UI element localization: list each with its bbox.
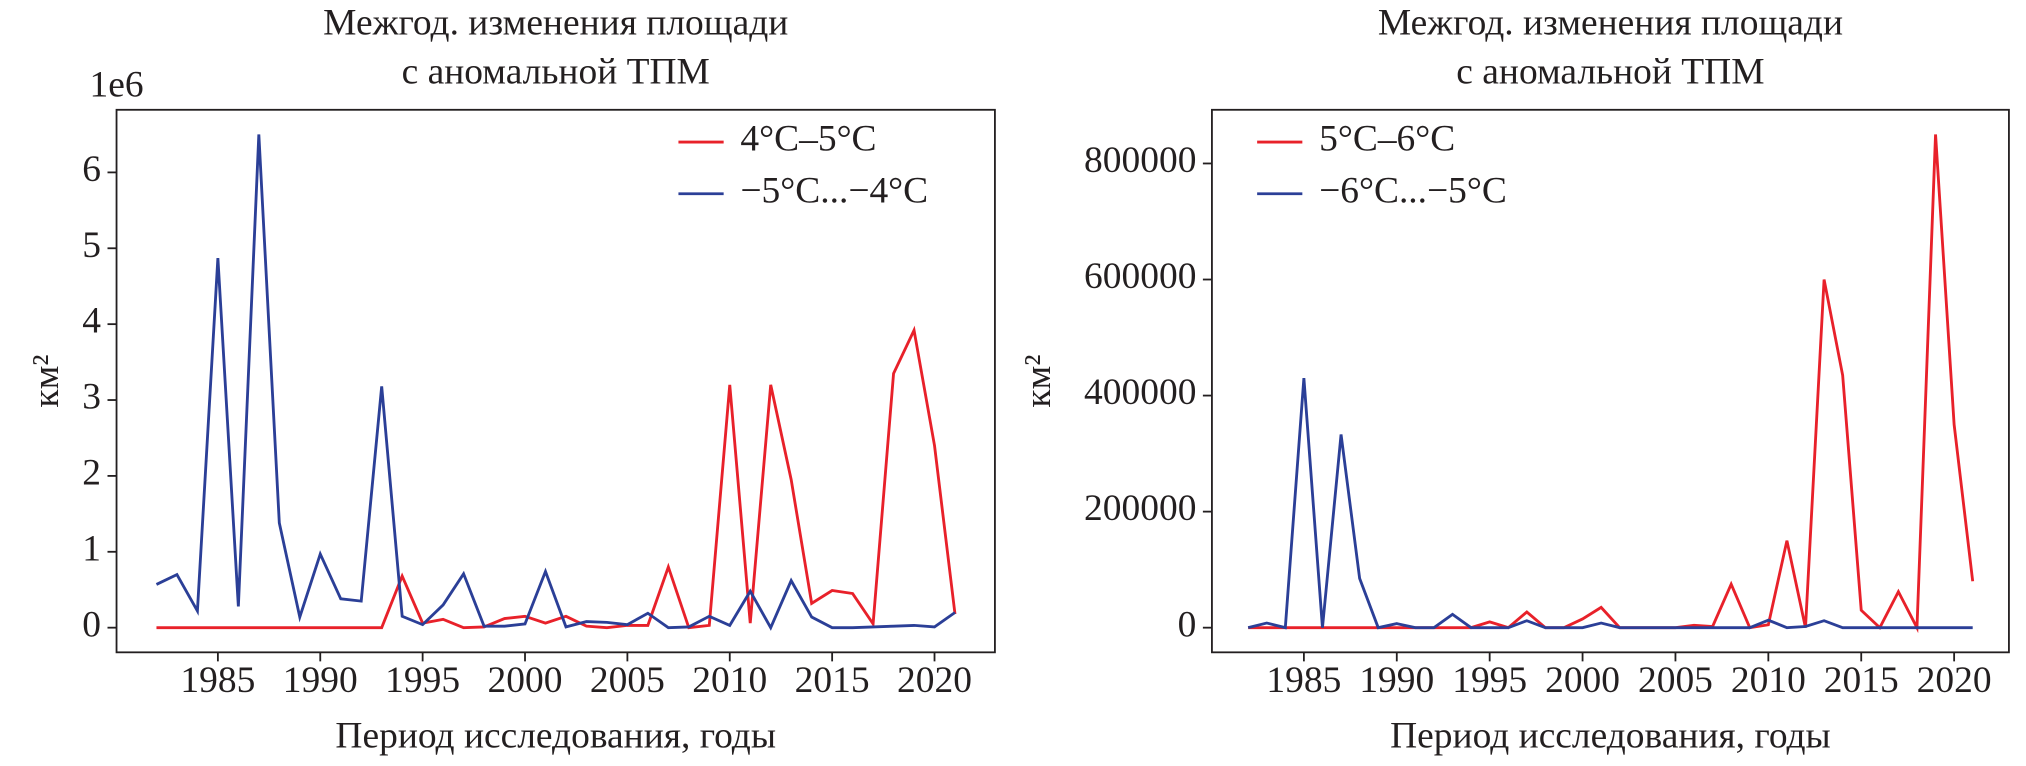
x-axis-label: Период исследования, годы: [1390, 715, 1831, 756]
y-axis-label: км²: [1018, 354, 1059, 407]
x-tick-label: 1995: [1452, 660, 1527, 701]
offset-text: 1e6: [89, 64, 143, 105]
series-line: [156, 325, 957, 630]
y-tick-label: 1: [82, 528, 101, 569]
chart-title: с аномальной ТПМ: [402, 52, 710, 93]
y-tick-label: 3: [82, 377, 101, 418]
plot-frame: [1211, 108, 2010, 654]
y-tick-label: 2: [82, 453, 101, 494]
y-tick-label: 5: [82, 225, 101, 266]
y-tick-label: 0: [1178, 604, 1197, 645]
x-tick-label: 2020: [897, 660, 972, 701]
y-tick-label: 800000: [1084, 140, 1196, 181]
chart-title: Межгод. изменения площади: [323, 2, 788, 43]
y-axis-label: км²: [26, 354, 67, 407]
x-tick-label: 2020: [1917, 660, 1992, 701]
series-line: [1247, 378, 1973, 630]
x-axis-label: Период исследования, годы: [335, 715, 776, 756]
x-tick-label: 2005: [1638, 660, 1713, 701]
y-tick-label: 6: [82, 149, 101, 190]
x-tick-label: 2000: [488, 660, 563, 701]
y-tick-label: 4: [82, 301, 101, 342]
chart-title: с аномальной ТПМ: [1456, 52, 1764, 93]
series-line: [155, 134, 956, 631]
x-tick-label: 1990: [283, 660, 358, 701]
x-tick-label: 2015: [795, 660, 870, 701]
x-tick-label: 1995: [385, 660, 460, 701]
legend-label: −5°C...−4°C: [740, 170, 928, 211]
x-tick-label: 2005: [590, 660, 665, 701]
y-tick-label: 600000: [1084, 256, 1196, 297]
series-line: [1248, 134, 1975, 634]
x-tick-label: 2010: [692, 660, 767, 701]
legend-label: −6°C...−5°C: [1319, 170, 1507, 211]
x-tick-label: 2015: [1824, 660, 1899, 701]
x-tick-label: 2000: [1545, 660, 1620, 701]
legend-label: 5°C–6°C: [1319, 119, 1455, 160]
x-tick-label: 2010: [1731, 660, 1806, 701]
x-tick-label: 1985: [180, 660, 255, 701]
chart-title: Межгод. изменения площади: [1378, 2, 1843, 43]
y-tick-label: 400000: [1084, 372, 1196, 413]
y-tick-label: 200000: [1084, 488, 1196, 529]
plot-frame: [115, 108, 996, 654]
y-tick-label: 0: [82, 604, 101, 645]
x-tick-label: 1990: [1359, 660, 1434, 701]
legend-label: 4°C–5°C: [740, 119, 876, 160]
x-tick-label: 1985: [1266, 660, 1341, 701]
